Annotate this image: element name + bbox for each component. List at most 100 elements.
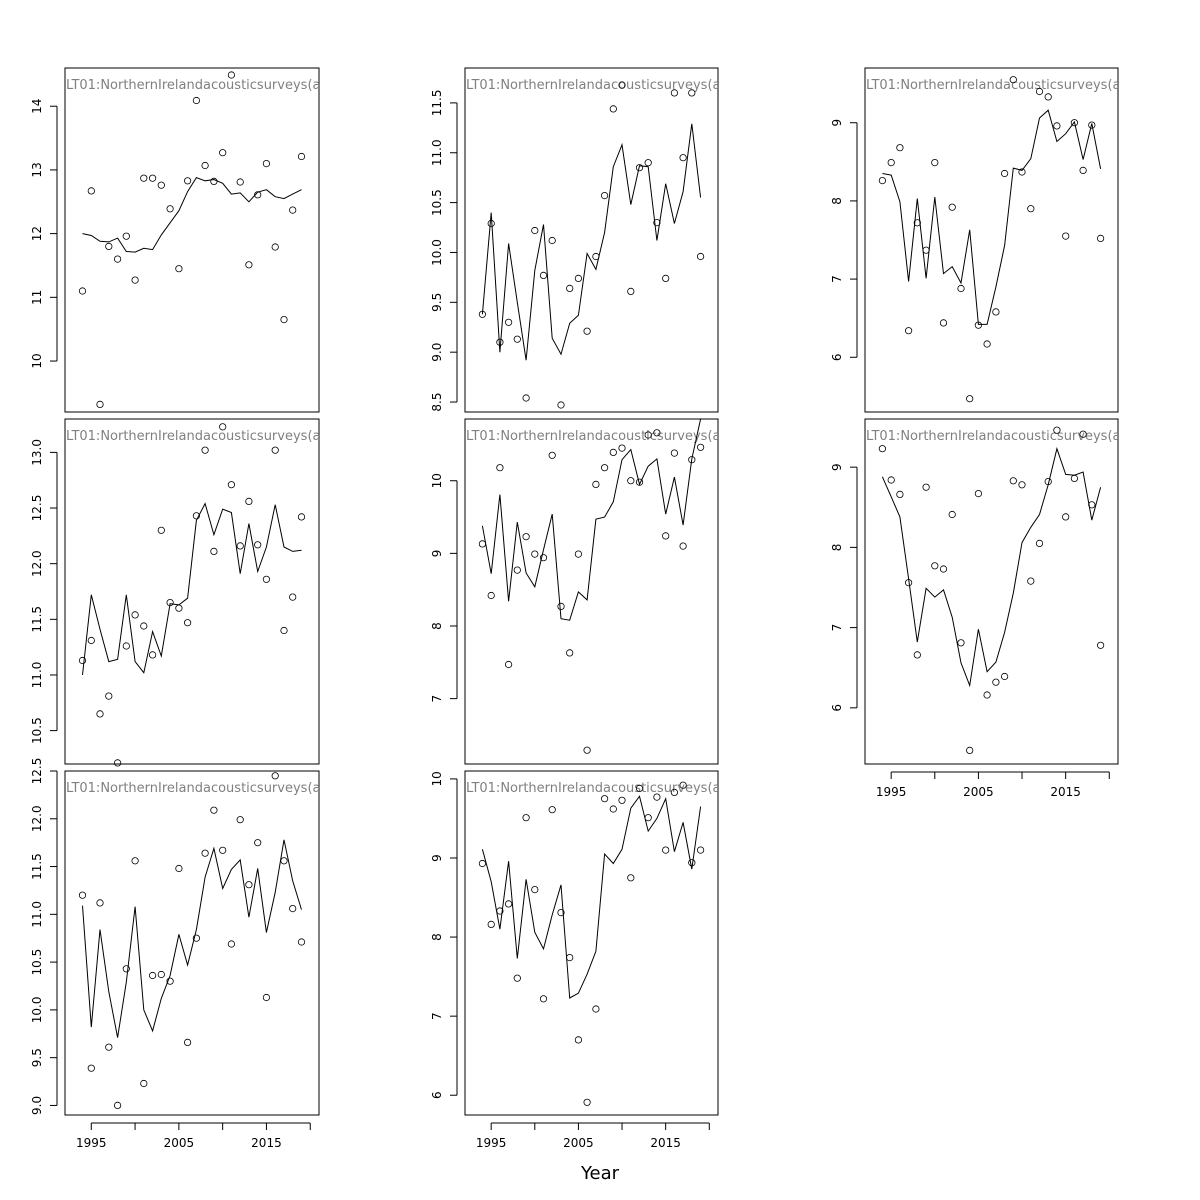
observation-point bbox=[670, 788, 679, 797]
observation-point bbox=[983, 340, 991, 348]
observation-point bbox=[974, 489, 983, 498]
observation-point bbox=[644, 159, 652, 167]
observation-point bbox=[887, 476, 895, 484]
observation-point bbox=[878, 177, 887, 185]
observation-point bbox=[557, 602, 565, 611]
observation-point bbox=[227, 71, 235, 79]
chart-panel-3: 6 7 8 9 LT01:NorthernIrelandacousticsurveys(… bbox=[830, 67, 1120, 413]
observation-point bbox=[966, 746, 974, 755]
observation-point bbox=[653, 429, 661, 437]
y-tick-label: 10 bbox=[430, 771, 444, 786]
observation-point bbox=[983, 691, 991, 699]
observation-point bbox=[600, 192, 609, 200]
observation-point bbox=[1079, 166, 1087, 174]
observation-point bbox=[904, 579, 913, 587]
y-tick-label: 10.5 bbox=[30, 717, 44, 744]
observation-point bbox=[939, 319, 948, 327]
observation-point bbox=[609, 805, 617, 813]
y-tick-label: 8 bbox=[830, 197, 844, 205]
observation-point bbox=[131, 611, 139, 619]
observation-point bbox=[670, 449, 679, 457]
observation-point bbox=[78, 656, 87, 665]
observation-point bbox=[166, 205, 174, 213]
observation-point bbox=[478, 540, 486, 548]
observation-point bbox=[157, 526, 165, 534]
observation-point bbox=[140, 622, 148, 630]
observation-point bbox=[487, 591, 495, 600]
observation-point bbox=[254, 839, 262, 847]
observation-point bbox=[600, 464, 609, 472]
observation-point bbox=[114, 759, 122, 767]
observation-point bbox=[271, 772, 279, 780]
observation-point bbox=[679, 542, 687, 550]
y-tick-label: 8 bbox=[830, 544, 844, 552]
observation-point bbox=[105, 692, 113, 700]
observation-point bbox=[1000, 169, 1009, 178]
observation-point bbox=[635, 784, 644, 793]
observation-point bbox=[688, 89, 696, 97]
fitted-series-line bbox=[82, 839, 302, 1038]
observation-point bbox=[513, 974, 521, 982]
observation-point bbox=[696, 846, 705, 854]
observation-point bbox=[201, 446, 209, 454]
panel-frame bbox=[464, 770, 719, 1116]
observation-point bbox=[939, 565, 948, 573]
y-tick-label: 12.5 bbox=[30, 495, 44, 522]
observation-point bbox=[1035, 87, 1044, 96]
observation-point bbox=[184, 1038, 192, 1047]
fitted-series-line bbox=[882, 109, 1102, 325]
observation-point bbox=[1088, 501, 1096, 509]
observation-point bbox=[487, 920, 495, 929]
y-tick-label: 10.0 bbox=[430, 239, 444, 266]
observation-point bbox=[254, 541, 262, 549]
y-tick-label: 12.5 bbox=[30, 758, 44, 785]
observation-point bbox=[531, 226, 539, 235]
observation-point bbox=[566, 284, 574, 292]
observation-point bbox=[513, 566, 521, 574]
observation-point bbox=[192, 934, 200, 942]
observation-point bbox=[922, 483, 930, 491]
fitted-series-line bbox=[481, 123, 702, 361]
observation-point bbox=[627, 874, 635, 882]
y-tick-label: 9 bbox=[830, 463, 844, 471]
y-tick-label: 6 bbox=[430, 1091, 444, 1099]
observation-point bbox=[1000, 672, 1009, 681]
observation-point bbox=[1079, 430, 1087, 438]
observation-point bbox=[297, 938, 306, 946]
observation-point bbox=[1018, 481, 1026, 489]
observation-point bbox=[496, 338, 504, 346]
observation-point bbox=[1035, 539, 1044, 548]
observation-point bbox=[140, 1079, 148, 1088]
x-tick-label: 2005 bbox=[164, 1136, 195, 1150]
observation-point bbox=[122, 232, 130, 240]
observation-point bbox=[522, 533, 530, 541]
y-tick-label: 6 bbox=[830, 353, 844, 361]
observation-point bbox=[1062, 232, 1070, 240]
observation-point bbox=[1053, 122, 1061, 130]
y-tick-label: 9.5 bbox=[30, 1048, 44, 1067]
observation-point bbox=[192, 512, 200, 520]
observation-point bbox=[78, 287, 87, 295]
observation-point bbox=[210, 806, 218, 814]
panel-title: LT01:NorthernIrelandacousticsurveys(a bbox=[466, 429, 720, 444]
observation-point bbox=[931, 159, 939, 167]
y-tick-label: 8.5 bbox=[430, 392, 444, 411]
panel-title: LT01:NorthernIrelandacousticsurveys(a bbox=[866, 78, 1120, 93]
y-tick-label: 11.5 bbox=[430, 90, 444, 117]
observation-point bbox=[618, 796, 626, 804]
observation-point bbox=[236, 816, 244, 824]
y-tick-label: 7 bbox=[830, 624, 844, 632]
observation-point bbox=[114, 255, 122, 263]
observation-point bbox=[574, 550, 583, 558]
observation-point bbox=[913, 219, 921, 227]
observation-point bbox=[271, 446, 279, 454]
observation-point bbox=[149, 971, 157, 980]
y-tick-label: 14 bbox=[30, 99, 44, 114]
observation-point bbox=[227, 940, 235, 948]
observation-point bbox=[957, 284, 965, 293]
observation-point bbox=[670, 89, 679, 97]
panel-frame bbox=[64, 770, 320, 1116]
observation-point bbox=[157, 970, 165, 979]
observation-point bbox=[210, 547, 218, 556]
